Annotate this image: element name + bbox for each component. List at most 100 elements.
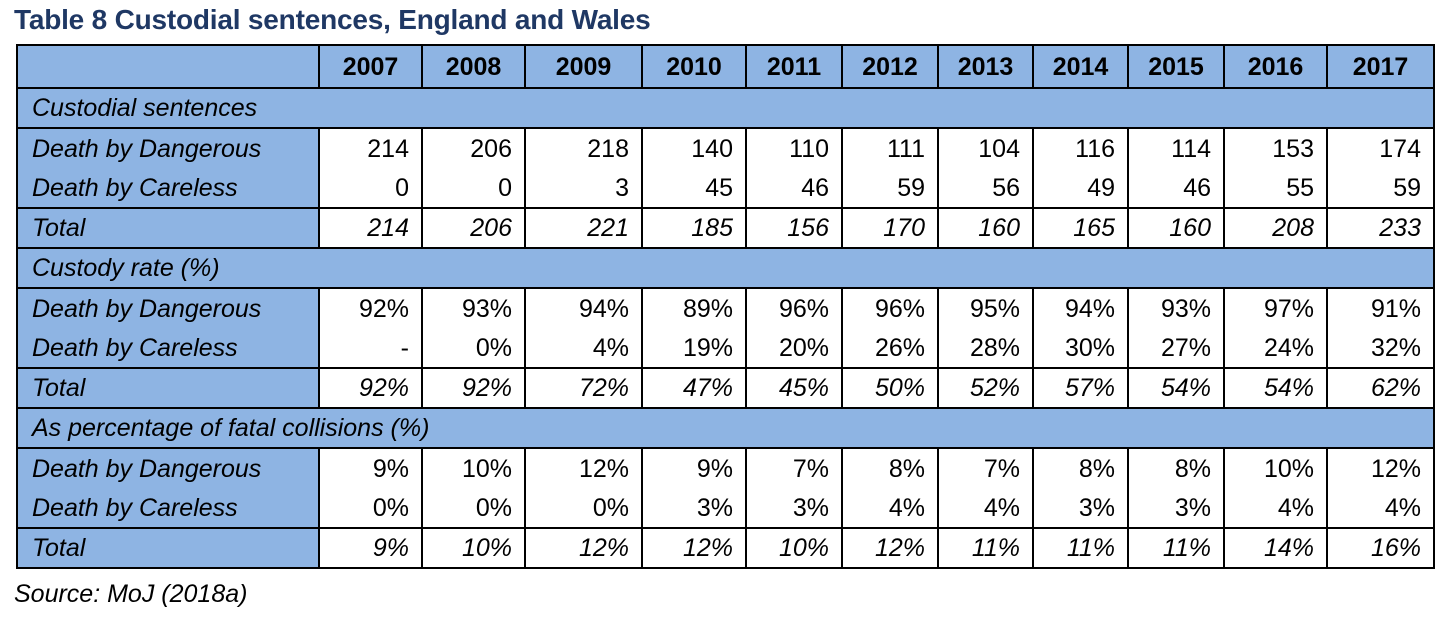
table-body: Custodial sentences Death by Dangerous Dea… [16, 87, 1435, 569]
value-cell-2015: 114 46 [1127, 127, 1225, 209]
value-cell-2013: 95% 28% [937, 287, 1034, 369]
year-header-2013: 2013 [937, 44, 1034, 89]
total-value-2011: 45% [745, 367, 843, 409]
value: 0 [498, 174, 512, 202]
total-row: Total 9% 10% 12% 12% 10% 12% 11% 11% 11% 14% 16% [16, 527, 1435, 569]
value: 4% [888, 494, 925, 522]
offence-rows: Death by Dangerous Death by Careless 9% 0% 1… [16, 447, 1435, 529]
value: 46 [801, 174, 829, 202]
value: 9% [696, 455, 733, 483]
value: 0 [395, 174, 409, 202]
offence-label-cell: Death by Dangerous Death by Careless [16, 127, 320, 209]
value: 96% [874, 295, 925, 323]
value-cell-2014: 94% 30% [1032, 287, 1129, 369]
total-value-2012: 50% [841, 367, 939, 409]
section-heading: Custody rate (%) [16, 247, 1435, 289]
total-value-2008: 10% [421, 527, 526, 569]
value: 93% [1160, 295, 1211, 323]
value: 97% [1263, 295, 1314, 323]
value-cell-2011: 7% 3% [745, 447, 843, 529]
value: 30% [1064, 334, 1115, 362]
value: 4% [983, 494, 1020, 522]
value: 174 [1379, 135, 1421, 163]
custodial-sentences-table: 2007 2008 2009 2010 2011 2012 2013 2014 2015 2016… [16, 44, 1435, 569]
value: 24% [1263, 334, 1314, 362]
value: - [400, 334, 409, 362]
value: 206 [470, 135, 512, 163]
header-corner-cell [16, 44, 320, 89]
value: 91% [1370, 295, 1421, 323]
value-cell-2016: 153 55 [1223, 127, 1328, 209]
value: 116 [1075, 135, 1115, 163]
value: 110 [789, 135, 829, 163]
value: 3% [1078, 494, 1115, 522]
value: 94% [1064, 295, 1115, 323]
value-cell-2016: 97% 24% [1223, 287, 1328, 369]
value: 3% [1174, 494, 1211, 522]
year-header-2015: 2015 [1127, 44, 1225, 89]
total-value-2012: 170 [841, 207, 939, 249]
value-cell-2011: 96% 20% [745, 287, 843, 369]
total-value-2007: 92% [318, 367, 423, 409]
value: 4% [592, 334, 629, 362]
value-cell-2011: 110 46 [745, 127, 843, 209]
value: 104 [978, 135, 1020, 163]
value-cell-2013: 7% 4% [937, 447, 1034, 529]
total-value-2009: 221 [524, 207, 643, 249]
value-cell-2014: 8% 3% [1032, 447, 1129, 529]
total-value-2008: 92% [421, 367, 526, 409]
total-value-2007: 9% [318, 527, 423, 569]
value: 114 [1171, 135, 1211, 163]
total-value-2013: 160 [937, 207, 1034, 249]
year-header-2008: 2008 [421, 44, 526, 89]
value-cell-2015: 93% 27% [1127, 287, 1225, 369]
value-cell-2012: 96% 26% [841, 287, 939, 369]
total-label: Total [16, 527, 320, 569]
value: 0% [592, 494, 629, 522]
value-cell-2017: 12% 4% [1326, 447, 1435, 529]
value-cell-2017: 91% 32% [1326, 287, 1435, 369]
section-heading: As percentage of fatal collisions (%) [16, 407, 1435, 449]
value-cell-2009: 12% 0% [524, 447, 643, 529]
offence-label: Death by Dangerous [32, 455, 262, 483]
value: 3% [792, 494, 829, 522]
value-cell-2010: 140 45 [641, 127, 747, 209]
total-value-2009: 12% [524, 527, 643, 569]
value: 0% [475, 494, 512, 522]
value: 28% [969, 334, 1020, 362]
total-value-2010: 185 [641, 207, 747, 249]
offence-label: Death by Dangerous [32, 295, 262, 323]
total-value-2014: 165 [1032, 207, 1129, 249]
value: 19% [682, 334, 733, 362]
total-value-2015: 54% [1127, 367, 1225, 409]
value: 218 [587, 135, 629, 163]
value: 4% [1277, 494, 1314, 522]
offence-rows: Death by Dangerous Death by Careless 214 0 2… [16, 127, 1435, 209]
value-cell-2008: 93% 0% [421, 287, 526, 369]
total-value-2012: 12% [841, 527, 939, 569]
total-value-2017: 62% [1326, 367, 1435, 409]
total-value-2008: 206 [421, 207, 526, 249]
value-cell-2012: 8% 4% [841, 447, 939, 529]
value: 59 [1393, 174, 1421, 202]
value: 111 [886, 135, 925, 163]
value: 8% [1174, 455, 1211, 483]
offence-label: Death by Careless [32, 174, 238, 202]
total-value-2010: 47% [641, 367, 747, 409]
total-value-2015: 160 [1127, 207, 1225, 249]
value: 7% [792, 455, 829, 483]
offence-rows: Death by Dangerous Death by Careless 92% -9… [16, 287, 1435, 369]
value-cell-2008: 10% 0% [421, 447, 526, 529]
value: 94% [578, 295, 629, 323]
total-label: Total [16, 367, 320, 409]
source-note: Source: MoJ (2018a) [14, 580, 248, 608]
value: 95% [969, 295, 1020, 323]
total-value-2016: 14% [1223, 527, 1328, 569]
value-cell-2013: 104 56 [937, 127, 1034, 209]
value: 55 [1286, 174, 1314, 202]
value: 45 [705, 174, 733, 202]
year-header-2010: 2010 [641, 44, 747, 89]
year-header-2014: 2014 [1032, 44, 1129, 89]
offence-label-cell: Death by Dangerous Death by Careless [16, 287, 320, 369]
value: 0% [372, 494, 409, 522]
